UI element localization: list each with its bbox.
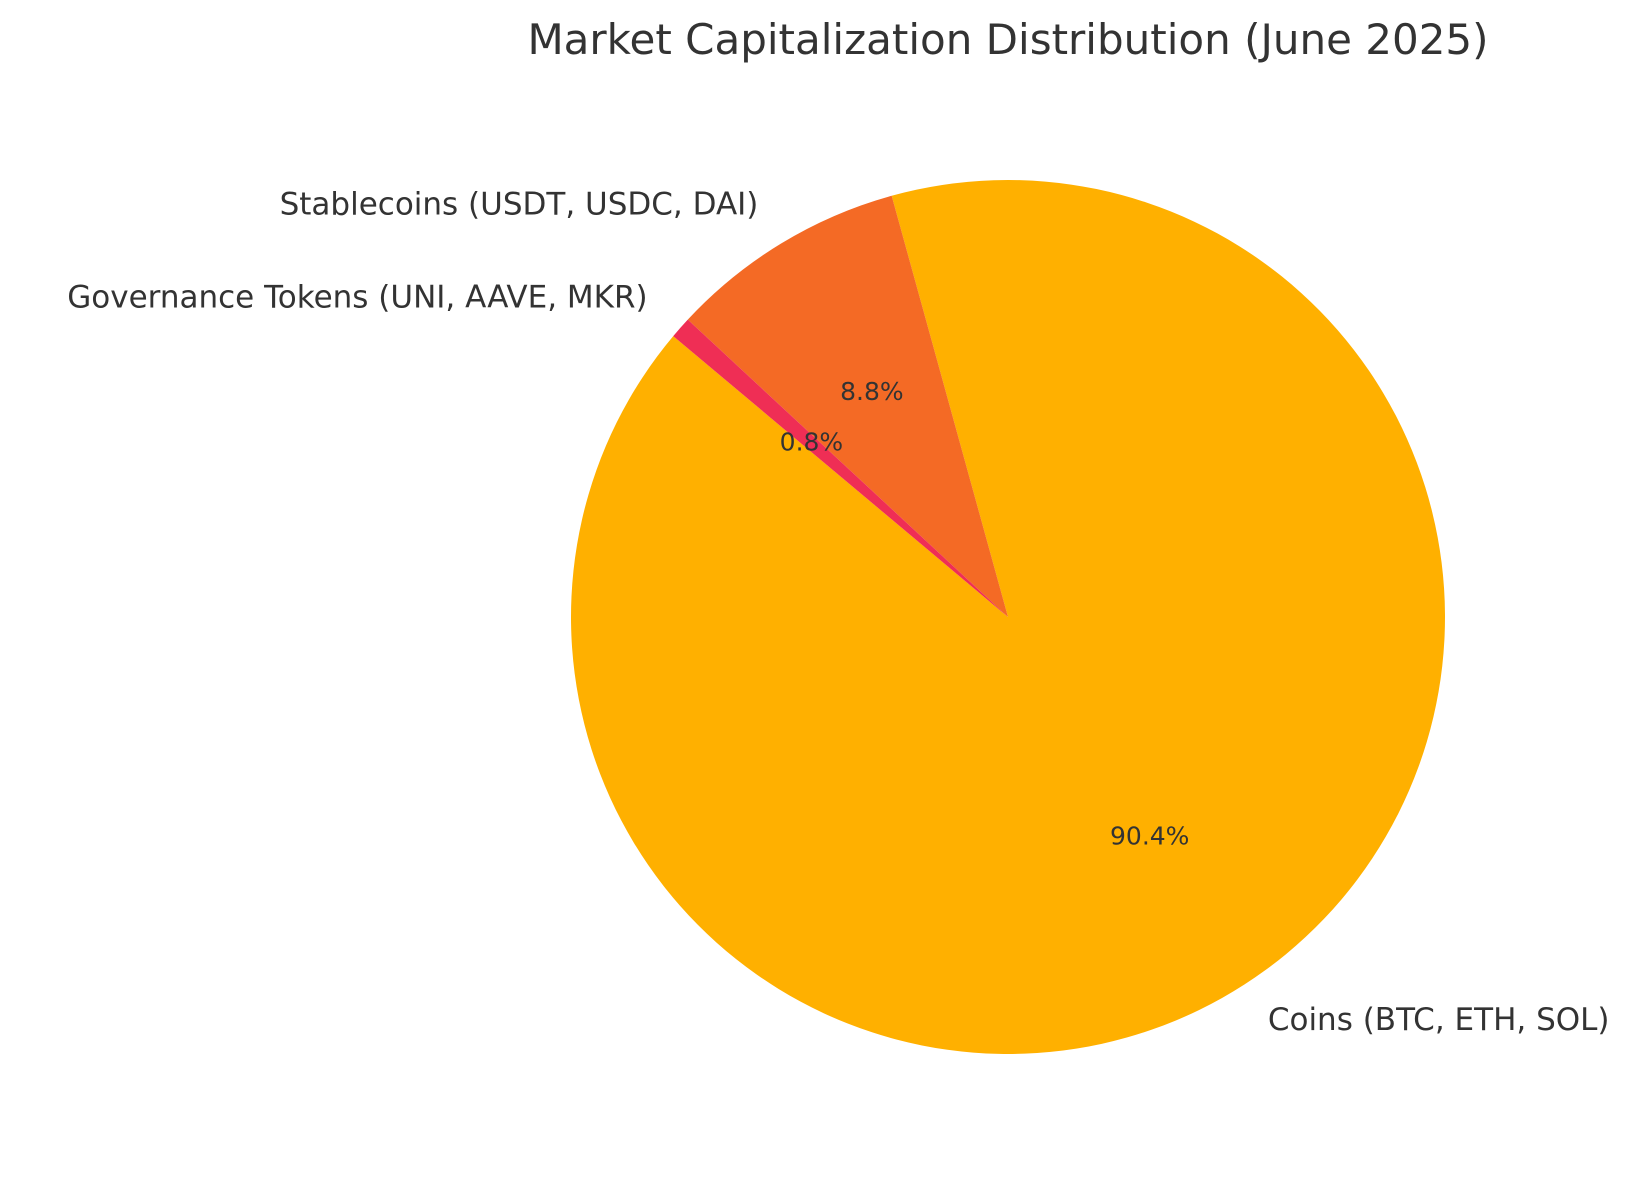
slice-label-coins: Coins (BTC, ETH, SOL)	[1268, 1002, 1610, 1038]
pie-slices	[570, 179, 1445, 1054]
slice-pct-coins: 90.4%	[1110, 822, 1189, 851]
pie-slice-coins	[570, 179, 1445, 1054]
slice-labels: Coins (BTC, ETH, SOL) 90.4% Stablecoins (U…	[67, 187, 1609, 1038]
pie-slice-governance-tokens	[673, 319, 1008, 617]
slice-label-governance-tokens: Governance Tokens (UNI, AAVE, MKR)	[67, 279, 647, 315]
slice-pct-governance-tokens: 0.8%	[780, 427, 844, 456]
pie-slice-stablecoins	[687, 195, 1008, 617]
slice-pct-stablecoins: 8.8%	[840, 377, 904, 406]
chart-title: Market Capitalization Distribution (June…	[527, 15, 1488, 64]
slice-label-stablecoins: Stablecoins (USDT, USDC, DAI)	[280, 187, 759, 223]
